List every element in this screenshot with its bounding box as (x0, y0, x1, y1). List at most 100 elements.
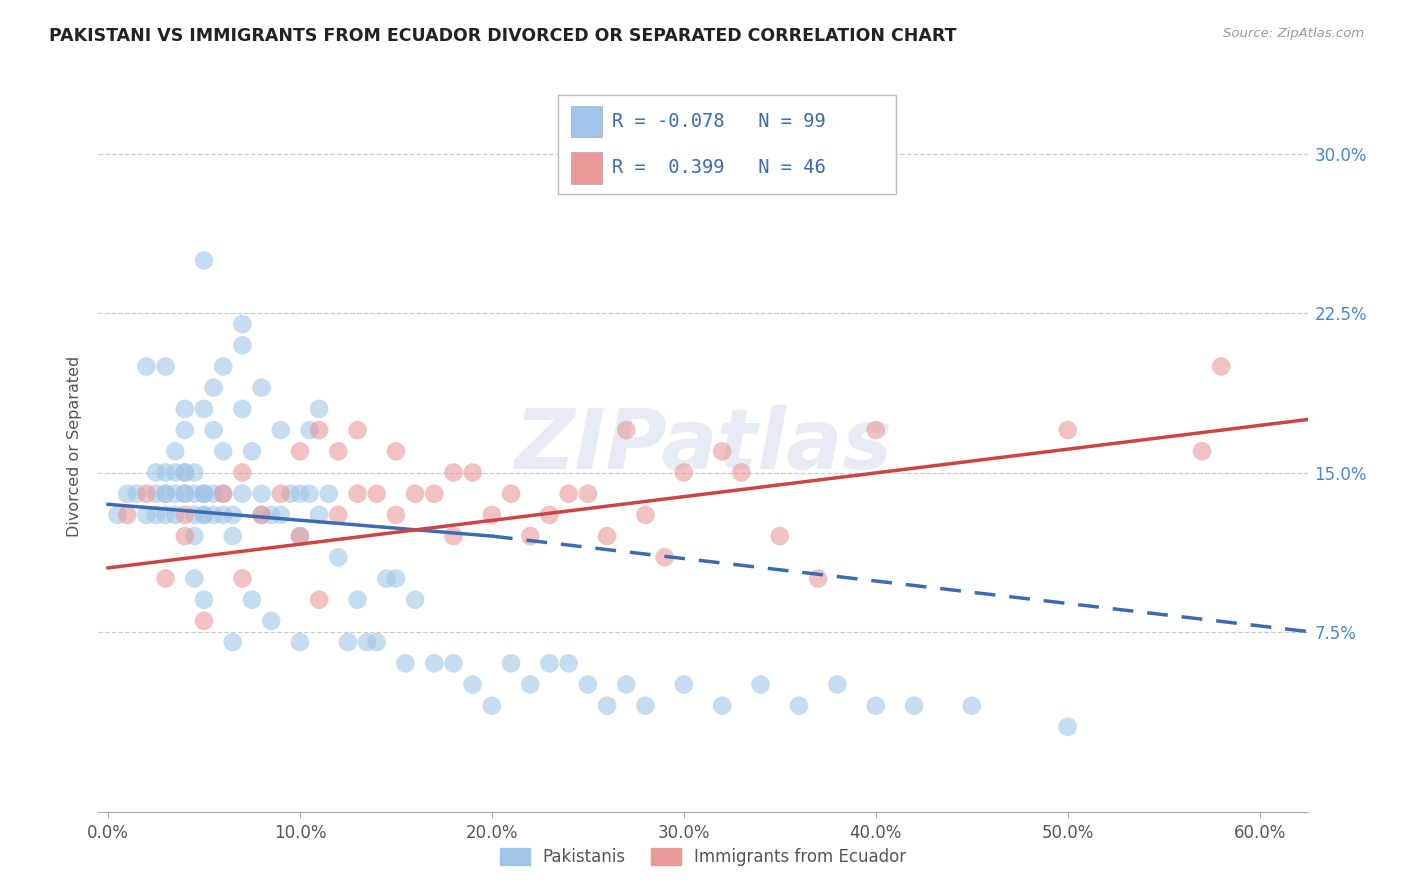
Point (250, 508, 273, 522)
Point (538, 508, 561, 522)
Point (288, 635, 311, 649)
Point (807, 572, 830, 586)
Legend: Pakistanis, Immigrants from Ecuador: Pakistanis, Immigrants from Ecuador (491, 840, 915, 875)
Point (212, 444, 235, 458)
Point (404, 486, 426, 500)
Point (173, 466, 195, 480)
Point (202, 423, 225, 437)
Point (155, 572, 177, 586)
Point (404, 592, 426, 607)
Point (672, 677, 695, 691)
Point (654, 550, 676, 565)
Point (308, 592, 330, 607)
Point (183, 508, 205, 522)
Point (461, 466, 484, 480)
Point (1191, 444, 1213, 458)
Point (576, 677, 599, 691)
Point (173, 508, 195, 522)
Point (557, 486, 579, 500)
Point (145, 508, 167, 522)
Point (711, 698, 734, 713)
Point (634, 508, 657, 522)
Point (308, 508, 330, 522)
Point (385, 444, 408, 458)
Point (423, 657, 446, 671)
Point (183, 572, 205, 586)
Point (202, 508, 225, 522)
Point (394, 657, 416, 671)
Point (481, 508, 503, 522)
Point (308, 401, 330, 416)
Point (288, 444, 311, 458)
Point (270, 508, 292, 522)
Point (231, 486, 253, 500)
Point (250, 508, 273, 522)
Point (865, 698, 887, 713)
Point (222, 529, 245, 543)
Point (222, 635, 245, 649)
Point (183, 529, 205, 543)
Point (519, 529, 541, 543)
Point (519, 677, 541, 691)
Point (165, 466, 187, 480)
Point (375, 572, 398, 586)
Point (155, 359, 177, 374)
Point (115, 486, 138, 500)
Point (231, 338, 253, 352)
Point (749, 677, 772, 691)
Point (155, 486, 177, 500)
Point (193, 508, 215, 522)
Point (346, 486, 368, 500)
Point (165, 508, 187, 522)
Point (672, 466, 695, 480)
Point (231, 317, 253, 331)
Point (443, 657, 465, 671)
Point (903, 698, 925, 713)
Point (336, 635, 359, 649)
Point (260, 614, 283, 628)
Text: Source: ZipAtlas.com: Source: ZipAtlas.com (1223, 27, 1364, 40)
Point (288, 529, 311, 543)
Point (165, 444, 187, 458)
Point (212, 508, 235, 522)
Y-axis label: Divorced or Separated: Divorced or Separated (67, 355, 83, 537)
Point (231, 466, 253, 480)
Point (202, 486, 225, 500)
Point (787, 698, 810, 713)
Point (212, 486, 235, 500)
Point (385, 508, 408, 522)
Point (318, 486, 340, 500)
Point (222, 508, 245, 522)
Point (614, 423, 637, 437)
Point (173, 486, 195, 500)
Point (711, 444, 734, 458)
Point (366, 635, 388, 649)
Point (193, 253, 215, 268)
Point (366, 486, 388, 500)
Point (165, 486, 187, 500)
Point (298, 486, 321, 500)
Point (769, 529, 792, 543)
Point (356, 635, 378, 649)
Point (288, 529, 311, 543)
Point (231, 401, 253, 416)
Point (596, 529, 619, 543)
Point (298, 423, 321, 437)
Point (240, 592, 263, 607)
Point (1056, 720, 1078, 734)
Point (231, 572, 253, 586)
Point (155, 486, 177, 500)
Point (173, 423, 195, 437)
Point (260, 508, 283, 522)
Point (328, 550, 350, 565)
Point (193, 508, 215, 522)
Text: PAKISTANI VS IMMIGRANTS FROM ECUADOR DIVORCED OR SEPARATED CORRELATION CHART: PAKISTANI VS IMMIGRANTS FROM ECUADOR DIV… (49, 27, 956, 45)
Point (155, 508, 177, 522)
Point (173, 529, 195, 543)
Point (193, 486, 215, 500)
Point (481, 698, 503, 713)
Point (346, 423, 368, 437)
Point (557, 657, 579, 671)
Point (135, 359, 157, 374)
Point (193, 486, 215, 500)
